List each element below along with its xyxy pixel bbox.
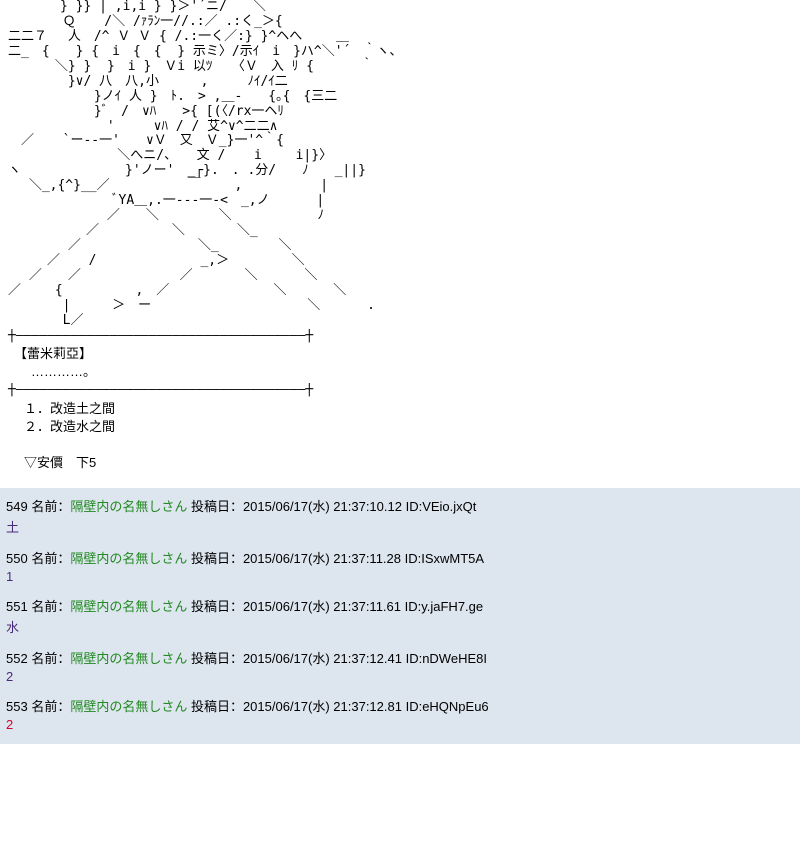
reply-body: 土 (6, 515, 794, 536)
reply-head: 549 名前：隔壁内の名無しさん 投稿日：2015/06/17(水) 21:37… (6, 496, 794, 515)
reply-body: 1 (6, 567, 794, 584)
name-label: 名前： (31, 651, 70, 666)
name-label: 名前： (31, 499, 70, 514)
reply-number[interactable]: 552 (6, 651, 31, 666)
choice-1: １．改造土之間 (24, 400, 792, 418)
character-name: 【蕾米莉亞】 (14, 345, 792, 363)
poster-name: 隔壁内の名無しさん (70, 699, 187, 714)
reply-number[interactable]: 549 (6, 499, 31, 514)
ascii-art: } }} | ,i,i } }＞'´ニ/￣￣＼ Ｑ /＼ /ｧﾗﾝ一//.:／ … (0, 0, 800, 329)
choices: １．改造土之間 ２．改造水之間 ▽安價 下5 (0, 398, 800, 475)
poster-name: 隔壁内の名無しさん (70, 599, 187, 614)
separator-bottom: ┼―――――――――――――――――――――――――――――――――――――┼ (0, 383, 800, 397)
name-label: 名前： (31, 551, 70, 566)
reply-meta: 投稿日：2015/06/17(水) 21:37:12.41 ID:nDWeHE8… (187, 651, 487, 666)
reply-head: 550 名前：隔壁内の名無しさん 投稿日：2015/06/17(水) 21:37… (6, 548, 794, 567)
reply-head: 553 名前：隔壁内の名無しさん 投稿日：2015/06/17(水) 21:37… (6, 696, 794, 715)
reply-head: 551 名前：隔壁内の名無しさん 投稿日：2015/06/17(水) 21:37… (6, 596, 794, 615)
reply-meta: 投稿日：2015/06/17(水) 21:37:12.81 ID:eHQNpEu… (187, 699, 488, 714)
separator-top: ┼―――――――――――――――――――――――――――――――――――――┼ (0, 329, 800, 343)
reply-body: 2 (6, 667, 794, 684)
name-label: 名前： (31, 599, 70, 614)
name-label: 名前： (31, 699, 70, 714)
reply-list: 549 名前：隔壁内の名無しさん 投稿日：2015/06/17(水) 21:37… (0, 488, 800, 744)
anchor-text: ▽安價 下5 (24, 454, 792, 472)
reply-meta: 投稿日：2015/06/17(水) 21:37:11.61 ID:y.jaFH7… (187, 599, 483, 614)
reply: 553 名前：隔壁内の名無しさん 投稿日：2015/06/17(水) 21:37… (6, 692, 794, 740)
choice-2: ２．改造水之間 (24, 418, 792, 436)
poster-name: 隔壁内の名無しさん (70, 499, 187, 514)
reply-body: 水 (6, 615, 794, 636)
reply-number[interactable]: 551 (6, 599, 31, 614)
story-text: 【蕾米莉亞】 …………。 (0, 343, 800, 383)
reply: 552 名前：隔壁内の名無しさん 投稿日：2015/06/17(水) 21:37… (6, 644, 794, 692)
poster-name: 隔壁内の名無しさん (70, 551, 187, 566)
reply: 550 名前：隔壁内の名無しさん 投稿日：2015/06/17(水) 21:37… (6, 544, 794, 592)
reply-meta: 投稿日：2015/06/17(水) 21:37:11.28 ID:ISxwMT5… (187, 551, 484, 566)
reply: 549 名前：隔壁内の名無しさん 投稿日：2015/06/17(水) 21:37… (6, 492, 794, 544)
character-line: …………。 (18, 363, 792, 381)
reply-head: 552 名前：隔壁内の名無しさん 投稿日：2015/06/17(水) 21:37… (6, 648, 794, 667)
reply-meta: 投稿日：2015/06/17(水) 21:37:10.12 ID:VEio.jx… (187, 499, 476, 514)
poster-name: 隔壁内の名無しさん (70, 651, 187, 666)
reply-number[interactable]: 550 (6, 551, 31, 566)
reply-body: 2 (6, 715, 794, 732)
reply: 551 名前：隔壁内の名無しさん 投稿日：2015/06/17(水) 21:37… (6, 592, 794, 644)
reply-number[interactable]: 553 (6, 699, 31, 714)
